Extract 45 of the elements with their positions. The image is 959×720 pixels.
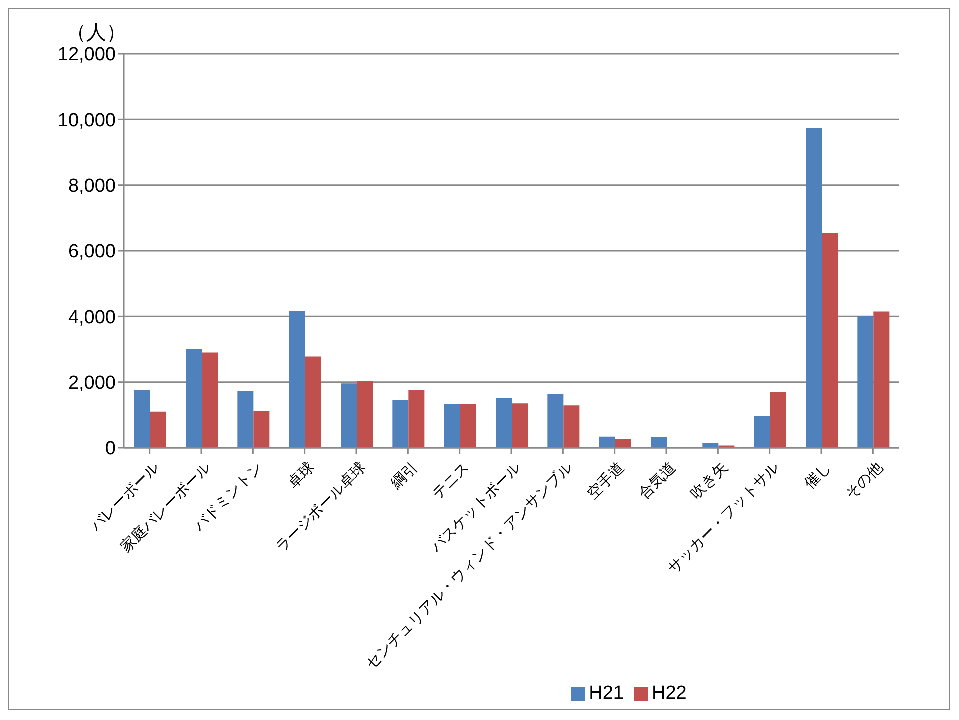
bar xyxy=(770,392,786,448)
bar xyxy=(874,312,890,448)
bar xyxy=(822,233,838,448)
y-tick-label: 8,000 xyxy=(68,176,116,198)
bar xyxy=(615,439,632,448)
x-tick-label: 卓球 xyxy=(284,459,318,492)
bar xyxy=(186,350,202,448)
x-tick-label: 吹き矢 xyxy=(687,459,732,503)
legend-label: H21 xyxy=(589,683,624,704)
bar xyxy=(806,128,822,448)
bar xyxy=(238,391,254,448)
bar xyxy=(305,356,322,448)
bar xyxy=(289,311,306,448)
bar xyxy=(754,416,770,448)
x-tick-label: 綱引 xyxy=(387,459,422,493)
y-tick-label: 0 xyxy=(105,438,116,460)
x-tick-label: 催し xyxy=(801,459,835,492)
x-tick-label: 空手道 xyxy=(584,459,628,503)
bar xyxy=(357,381,373,448)
bar xyxy=(512,404,528,448)
bar xyxy=(150,412,166,448)
x-tick-label: 合気道 xyxy=(636,459,680,503)
bar xyxy=(548,394,564,448)
bar xyxy=(460,404,476,448)
bar xyxy=(858,316,874,448)
bar xyxy=(651,437,667,448)
y-tick-label: 6,000 xyxy=(68,242,116,263)
y-axis-title: （人） xyxy=(66,22,126,44)
bar xyxy=(564,406,580,448)
bar xyxy=(202,352,218,448)
bar xyxy=(392,400,409,448)
bar xyxy=(408,390,425,448)
bar xyxy=(496,398,512,448)
y-tick-label: 10,000 xyxy=(58,110,116,132)
bar xyxy=(254,411,270,448)
legend-label: H22 xyxy=(652,683,687,704)
y-tick-label: 2,000 xyxy=(68,373,116,394)
bar xyxy=(341,384,357,448)
y-tick-label: 12,000 xyxy=(58,44,116,66)
bar xyxy=(134,390,150,448)
x-tick-label: テニス xyxy=(429,459,473,503)
bar xyxy=(444,404,460,448)
y-tick-label: 4,000 xyxy=(68,307,116,328)
x-tick-label: その他 xyxy=(842,459,886,503)
bar xyxy=(599,436,616,448)
